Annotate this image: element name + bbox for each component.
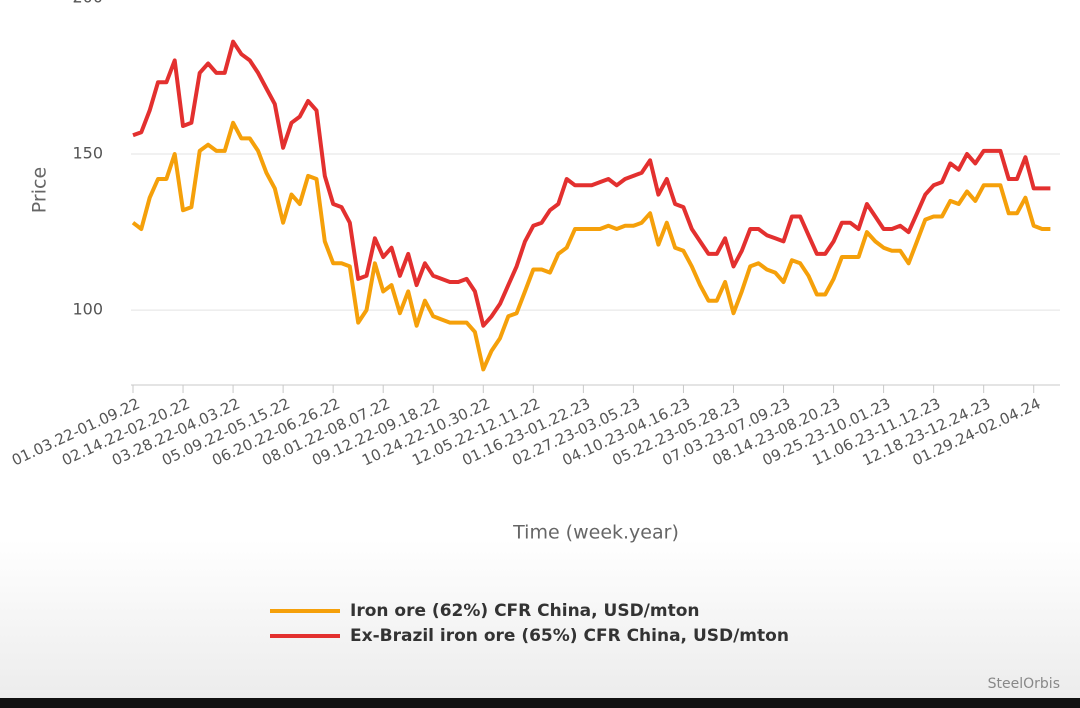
credit: SteelOrbis <box>988 676 1060 692</box>
x-axis-title: Time (week.year) <box>512 522 679 544</box>
series-line <box>132 39 1051 328</box>
bottom-bar <box>0 698 1080 708</box>
series-line <box>131 120 1051 372</box>
y-tick-label: 150 <box>72 144 103 163</box>
legend: Iron ore (62%) CFR China, USD/mton Ex-Bra… <box>270 601 789 646</box>
y-axis-title: Price <box>29 167 51 213</box>
y-tick-label: 200 <box>72 0 103 7</box>
legend-label: Iron ore (62%) CFR China, USD/mton <box>350 601 700 621</box>
y-tick-label: 100 <box>72 300 103 319</box>
background-fade <box>0 540 1080 698</box>
legend-label: Ex-Brazil iron ore (65%) CFR China, USD/… <box>350 626 789 646</box>
